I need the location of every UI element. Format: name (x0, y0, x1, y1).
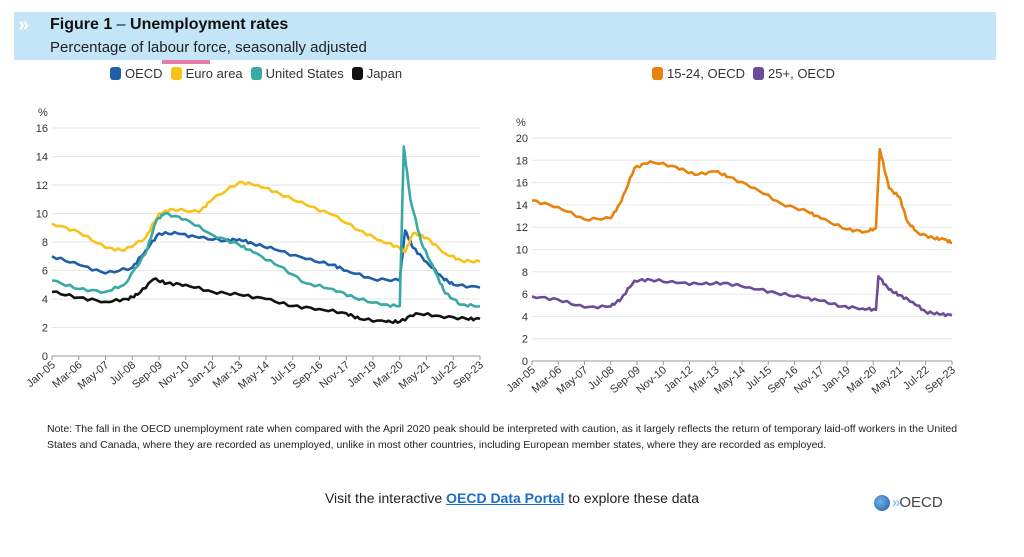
y-tick-label: 14 (516, 200, 528, 212)
y-tick-label: 12 (36, 180, 48, 192)
legend-label: 25+, OECD (768, 66, 835, 81)
figure-header (14, 12, 996, 60)
legend-swatch (351, 67, 363, 80)
chevron-right-icon: » (892, 494, 901, 511)
legend-swatch (170, 67, 182, 80)
x-tick-label: Sep-23 (923, 364, 958, 396)
series-line-oecd (51, 229, 481, 289)
series-line-united-states (51, 145, 481, 308)
chart-note: Note: The fall in the OECD unemployment … (47, 423, 958, 451)
y-tick-label: 0 (42, 351, 48, 363)
y-tick-label: 10 (36, 209, 48, 221)
visit-line: Visit the interactive OECD Data Portal t… (324, 490, 700, 506)
legend-swatch (250, 67, 262, 80)
y-tick-label: 16 (36, 123, 48, 135)
y-tick-label: 18 (516, 155, 528, 167)
oecd-globe-icon (874, 494, 890, 511)
legend-label: OECD (125, 66, 163, 81)
legend-item: 25+, OECD (753, 66, 835, 81)
y-tick-label: 6 (42, 266, 48, 278)
legend-label: Japan (366, 66, 403, 81)
series-line-15-24-oecd (531, 147, 952, 245)
y-tick-label: 2 (522, 334, 528, 346)
legend-right: 15-24, OECD 25+, OECD (652, 66, 843, 81)
legend-label: 15-24, OECD (667, 66, 746, 81)
y-tick-label: 4 (42, 294, 48, 306)
oecd-logo-text: OECD (899, 494, 943, 511)
legend-item: OECD (110, 66, 163, 81)
figure-subtitle: Percentage of labour force, seasonally a… (50, 39, 367, 56)
legend-item: Japan (351, 66, 403, 81)
y-tick-label: 16 (516, 178, 528, 190)
legend-swatch (652, 67, 663, 80)
series-line-25-oecd (531, 275, 953, 318)
legend-swatch (110, 67, 121, 80)
legend-left: OECD Euro area United States Japan (110, 66, 410, 81)
y-tick-label: 10 (516, 245, 528, 257)
y-tick-label: 4 (522, 311, 528, 323)
legend-label: Euro area (185, 66, 243, 81)
y-tick-label: 8 (42, 237, 48, 249)
y-axis-unit: % (516, 117, 526, 129)
x-tick-label: Nov-17 (792, 364, 827, 396)
chart-unemployment-by-region: %0246810121416Jan-05Mar-06May-07Jul-08Se… (24, 108, 486, 392)
highlight-underline (162, 60, 210, 64)
y-tick-label: 20 (516, 133, 528, 145)
chart-unemployment-by-age: %02468101214161820Jan-05Mar-06May-07Jul-… (504, 117, 958, 397)
y-tick-label: 8 (522, 267, 528, 279)
y-tick-label: 14 (36, 152, 48, 164)
series-line-japan (51, 277, 481, 325)
legend-swatch (753, 67, 765, 80)
oecd-logo: » OECD (874, 494, 943, 511)
x-tick-label: Nov-10 (634, 364, 669, 396)
x-tick-label: Sep-23 (451, 359, 486, 391)
x-tick-label: Nov-17 (317, 359, 352, 391)
figure-title: Figure 1 – Unemployment rates (50, 16, 289, 33)
y-axis-unit: % (38, 108, 48, 119)
y-tick-label: 6 (522, 289, 528, 301)
legend-item: 15-24, OECD (652, 66, 745, 81)
x-tick-label: Nov-10 (157, 359, 192, 391)
legend-label: United States (265, 66, 344, 81)
y-tick-label: 2 (42, 323, 48, 335)
series-line-euro-area (51, 180, 481, 264)
y-tick-label: 0 (522, 356, 528, 368)
legend-item: Euro area (170, 66, 243, 81)
chevron-right-icon: » (18, 14, 29, 36)
y-tick-label: 12 (516, 222, 528, 234)
oecd-data-portal-link[interactable]: OECD Data Portal (446, 490, 565, 506)
legend-item: United States (250, 66, 344, 81)
